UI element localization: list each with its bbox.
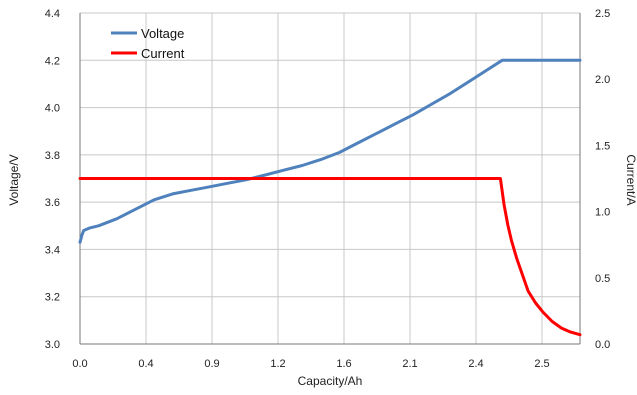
x-tick-labels: 0.0 0.4 0.9 1.2 1.6 2.1 2.4 2.5 — [72, 358, 549, 370]
legend: Voltage Current — [111, 26, 185, 61]
series-line-voltage — [78, 58, 582, 244]
y2-tick-label: 0.0 — [595, 339, 610, 351]
y2-tick-label: 1.5 — [595, 140, 610, 152]
legend-label-current: Current — [141, 46, 185, 61]
y-tick-label: 3.4 — [45, 244, 60, 256]
legend-label-voltage: Voltage — [141, 26, 184, 41]
y2-tick-label: 2.5 — [595, 8, 610, 20]
y-axis-title: Voltage/V — [7, 154, 21, 205]
x-tick-label: 2.5 — [534, 358, 549, 370]
series-line-current — [78, 177, 582, 337]
y-tick-label: 3.0 — [45, 339, 60, 351]
series-lines — [78, 58, 582, 337]
y-tick-label: 3.2 — [45, 292, 60, 304]
x-tick-label: 0.9 — [204, 358, 219, 370]
y2-tick-label: 2.0 — [595, 74, 610, 86]
x-tick-label: 1.2 — [270, 358, 285, 370]
y2-tick-label: 0.5 — [595, 273, 610, 285]
y-tick-label: 3.8 — [45, 150, 60, 162]
y2-tick-labels: 0.0 0.5 1.0 1.5 2.0 2.5 — [595, 8, 610, 351]
x-tick-label: 0.0 — [72, 358, 87, 370]
y2-tick-label: 1.0 — [595, 207, 610, 219]
y-tick-labels: 3.0 3.2 3.4 3.6 3.8 4.0 4.2 4.4 — [45, 8, 60, 351]
x-tick-label: 1.6 — [336, 358, 351, 370]
y2-axis-title: Current/A — [624, 154, 637, 205]
y-tick-label: 4.2 — [45, 55, 60, 67]
x-axis-title: Capacity/Ah — [298, 374, 363, 388]
y-tick-label: 4.0 — [45, 103, 60, 115]
x-tick-label: 0.4 — [138, 358, 153, 370]
x-tick-label: 2.1 — [402, 358, 417, 370]
x-tick-label: 2.4 — [468, 358, 483, 370]
y-tick-label: 4.4 — [45, 8, 60, 20]
y-tick-label: 3.6 — [45, 197, 60, 209]
